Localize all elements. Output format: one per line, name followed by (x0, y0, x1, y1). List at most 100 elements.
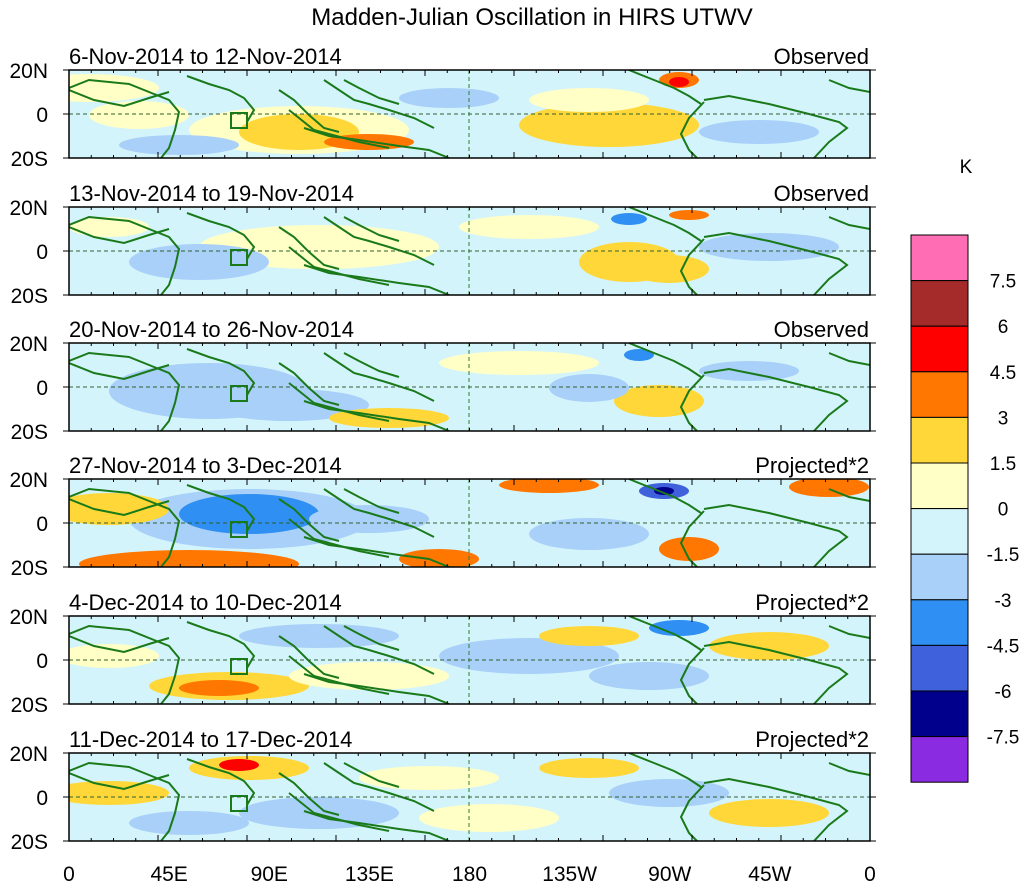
lat-label: 20S (11, 557, 48, 580)
anomaly-region (669, 77, 689, 87)
anomaly-region (69, 644, 159, 668)
lat-label: 0 (36, 377, 48, 400)
lat-label: 20S (11, 831, 48, 854)
anomaly-region (659, 537, 719, 561)
coastline (703, 367, 849, 431)
coastline (186, 348, 256, 396)
anomaly-region (459, 215, 599, 239)
coastline (69, 226, 170, 245)
colorbar-swatch (910, 416, 969, 464)
colorbar-swatch (910, 280, 969, 327)
reference-box (230, 249, 248, 266)
panel-date-range: 13-Nov-2014 to 19-Nov-2014 (69, 181, 354, 206)
coastline (628, 70, 702, 105)
coastline (186, 212, 256, 260)
colorbar-label: 4.5 (990, 363, 1016, 384)
anomaly-region (119, 135, 239, 155)
coastline (628, 343, 702, 378)
coastline (303, 264, 450, 295)
anomaly-region (529, 88, 649, 112)
anomaly-region (79, 550, 299, 567)
lat-label: 0 (36, 104, 48, 127)
anomaly-region (69, 781, 169, 805)
anomaly-region (699, 120, 819, 144)
coastline (703, 503, 849, 567)
lat-label: 20N (9, 333, 48, 356)
anomaly-region (89, 101, 189, 129)
colorbar-label: -3 (995, 591, 1012, 612)
coastline (278, 89, 340, 133)
coastline (343, 625, 400, 651)
anomaly-map (63, 615, 876, 705)
lon-label: 135W (542, 863, 597, 886)
anomaly-region (699, 233, 839, 261)
coastline (278, 498, 340, 542)
map-panel: 6-Nov-2014 to 12-Nov-2014 Observed 20N 0 20S (9, 44, 876, 171)
lon-label: 135E (345, 863, 394, 886)
colorbar-swatch (910, 690, 969, 738)
anomaly-map (63, 342, 876, 432)
coastline (69, 215, 181, 295)
anomaly-region (709, 799, 829, 827)
reference-box (230, 112, 248, 129)
anomaly-region (611, 213, 647, 225)
lat-label: 0 (36, 787, 48, 810)
coastline (628, 207, 702, 242)
lat-label: 0 (36, 650, 48, 673)
colorbar-swatch (910, 644, 969, 692)
coastline (703, 94, 849, 158)
coastline (828, 762, 870, 776)
coastline (628, 616, 702, 651)
coastline (278, 635, 340, 679)
panel-date-range: 6-Nov-2014 to 12-Nov-2014 (69, 44, 342, 69)
coastline (323, 488, 435, 538)
anomaly-region (669, 210, 709, 220)
anomaly-region (209, 389, 369, 421)
anomaly-map (63, 478, 876, 568)
coastline (703, 777, 849, 841)
coastline (303, 400, 450, 431)
anomaly-region (709, 632, 829, 660)
panel-kind: Projected*2 (755, 453, 869, 478)
coastline (186, 484, 256, 532)
colorbar-label: 3 (998, 408, 1009, 429)
lat-label: 0 (36, 241, 48, 264)
anomaly-region (399, 88, 499, 108)
coastline (186, 75, 256, 123)
lat-label: 20S (11, 285, 48, 308)
anomaly-region (549, 374, 629, 402)
anomaly-region (309, 505, 429, 533)
coastline (323, 625, 435, 675)
anomaly-region (499, 479, 599, 493)
colorbar-swatch (910, 371, 969, 418)
coastline (828, 216, 870, 230)
anomaly-region (649, 620, 709, 636)
coastline (69, 761, 181, 841)
lon-label: 90E (251, 863, 288, 886)
lon-label: 45E (150, 863, 187, 886)
colorbar-label: 7.5 (990, 272, 1016, 293)
colorbar-label: -6 (995, 682, 1012, 703)
colorbar-label: -7.5 (987, 728, 1020, 749)
coastline (343, 762, 400, 788)
lat-label: 20N (9, 606, 48, 629)
colorbar-label: 0 (998, 500, 1009, 521)
lat-label: 20N (9, 197, 48, 220)
reference-box (230, 385, 248, 402)
anomaly-region (439, 638, 619, 674)
map-panel: 27-Nov-2014 to 3-Dec-2014 Projected*2 20N 0… (9, 453, 876, 580)
colorbar-label: -4.5 (987, 636, 1020, 657)
coastline (69, 89, 170, 108)
panel-date-range: 11-Dec-2014 to 17-Dec-2014 (69, 727, 352, 752)
reference-box (230, 658, 248, 675)
coastline (69, 624, 181, 704)
anomaly-region (624, 349, 654, 361)
coastline (69, 351, 181, 431)
anomaly-region (539, 626, 639, 646)
coastline (828, 79, 870, 93)
coastline (703, 640, 849, 704)
anomaly-region (789, 479, 869, 497)
anomaly-region (239, 797, 399, 829)
colorbar-unit: K (960, 157, 973, 178)
colorbar-label: -1.5 (987, 545, 1020, 566)
